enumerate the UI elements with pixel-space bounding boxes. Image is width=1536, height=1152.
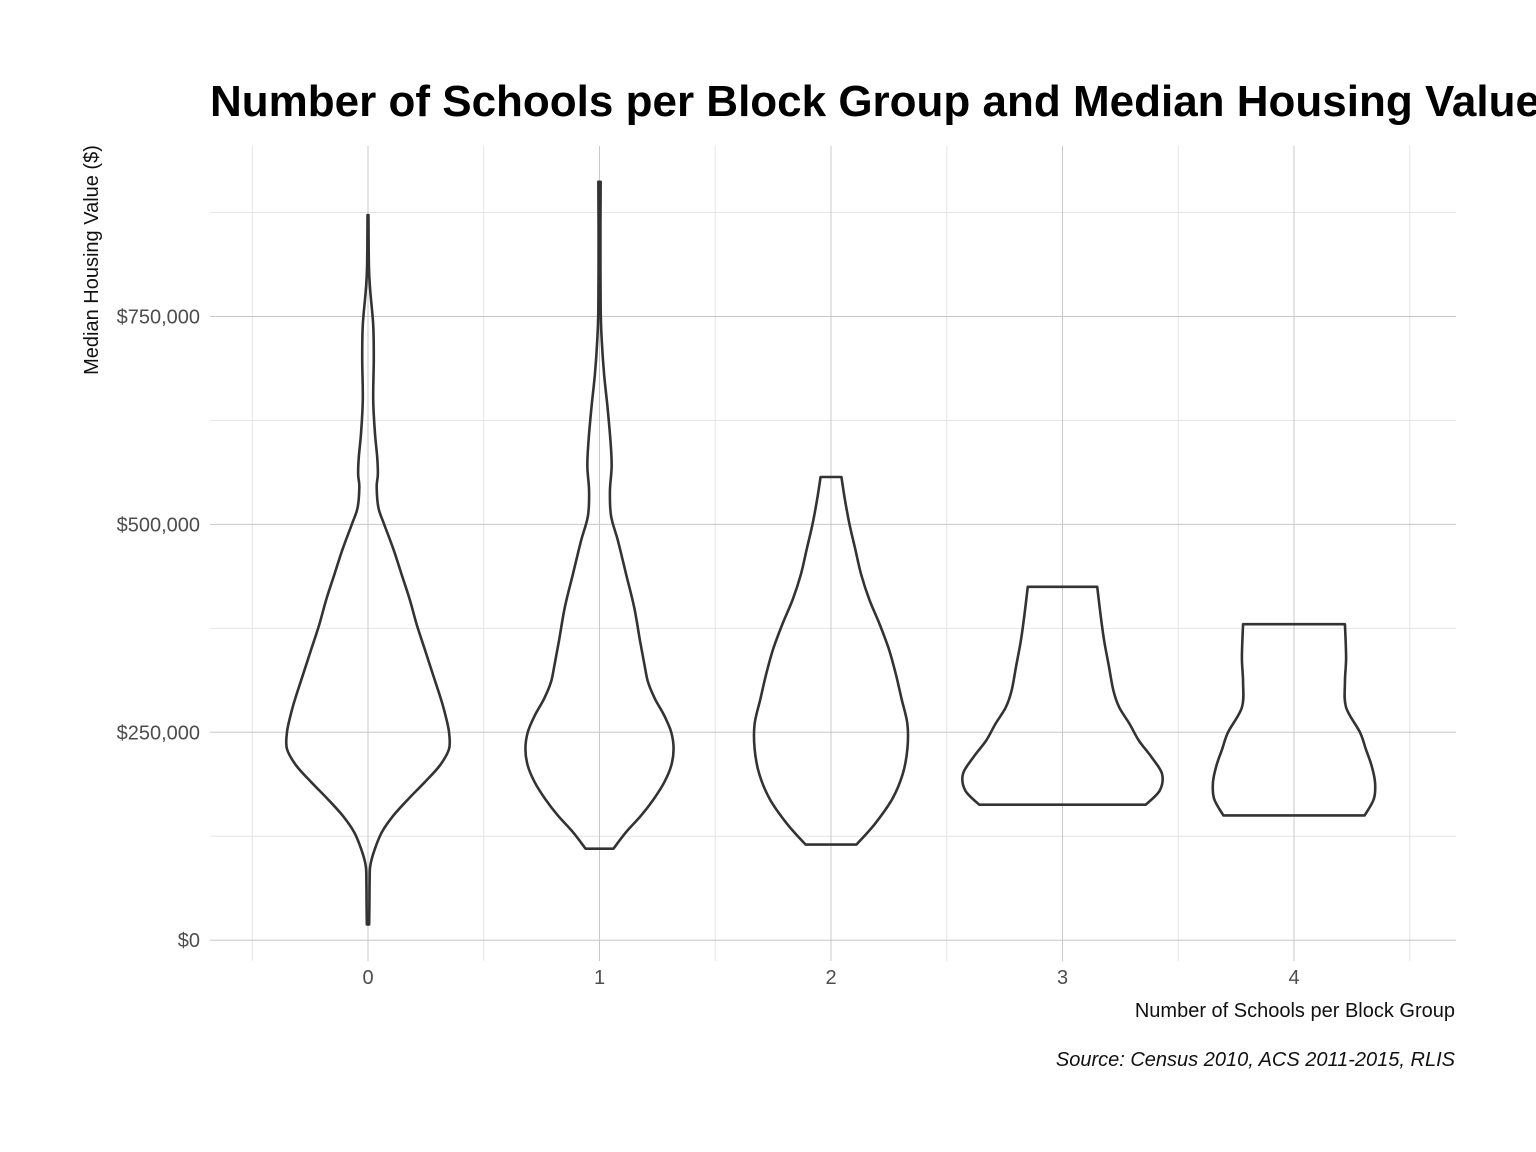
x-tick-label: 3 bbox=[1057, 967, 1068, 989]
y-tick-label: $0 bbox=[178, 930, 200, 952]
violin-layer bbox=[284, 180, 1377, 926]
y-tick-label: $500,000 bbox=[117, 514, 200, 536]
x-tick-label: 4 bbox=[1288, 967, 1299, 989]
y-axis-title: Median Housing Value ($) bbox=[81, 145, 103, 375]
tick-layer: $0 $250,000 $500,000 $750,000 0 1 2 3 4 bbox=[117, 306, 1300, 989]
x-tick-label: 1 bbox=[594, 967, 605, 989]
source-caption: Source: Census 2010, ACS 2011-2015, RLIS bbox=[1056, 1049, 1456, 1071]
violin-0 bbox=[284, 213, 452, 926]
violin-1 bbox=[524, 180, 675, 851]
y-tick-label: $750,000 bbox=[117, 306, 200, 328]
violin-2 bbox=[752, 475, 910, 846]
y-tick-label: $250,000 bbox=[117, 722, 200, 744]
violin-3 bbox=[961, 585, 1164, 806]
x-tick-label: 2 bbox=[825, 967, 836, 989]
violin-4 bbox=[1211, 622, 1377, 817]
x-tick-label: 0 bbox=[362, 967, 373, 989]
grid-layer bbox=[210, 146, 1456, 961]
x-axis-title: Number of Schools per Block Group bbox=[1135, 1000, 1455, 1022]
chart-title: Number of Schools per Block Group and Me… bbox=[210, 77, 1536, 126]
